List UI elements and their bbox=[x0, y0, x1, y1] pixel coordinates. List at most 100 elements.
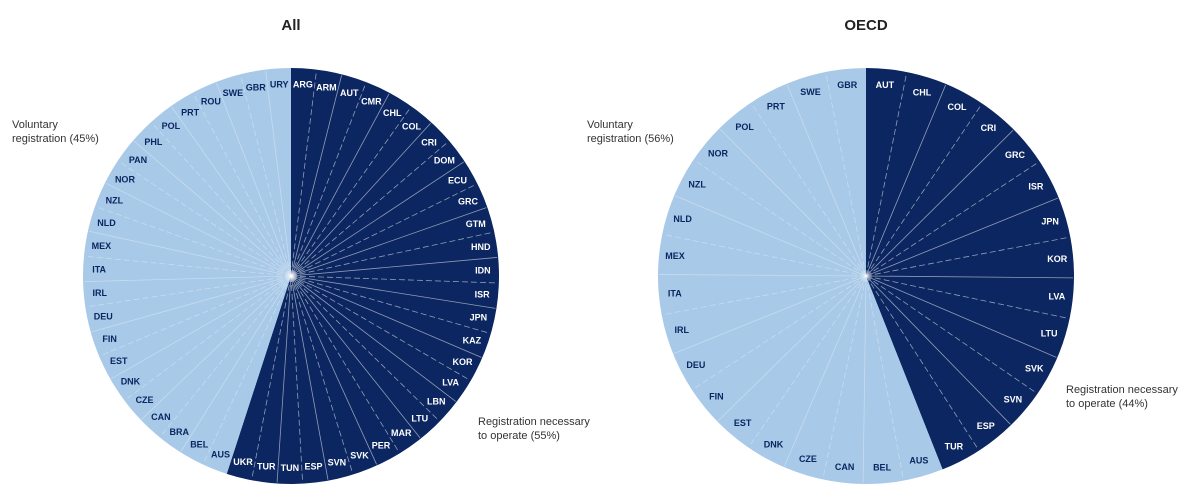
country-label: GTM bbox=[466, 219, 486, 229]
country-label: DNK bbox=[764, 439, 784, 449]
country-divider bbox=[290, 275, 421, 439]
pie-chart-2: OECD AUT CHL COL CRI GRC ISR JPN KOR LVA LTU SVK SVN… bbox=[587, 17, 1178, 484]
country-divider bbox=[694, 159, 867, 277]
pie-slice-necessary bbox=[866, 68, 1074, 470]
country-divider bbox=[151, 122, 292, 277]
country-label: LTU bbox=[411, 413, 428, 423]
country-divider bbox=[290, 275, 482, 358]
country-label: CAN bbox=[835, 462, 855, 472]
country-label: CRI bbox=[981, 123, 997, 133]
country-divider bbox=[290, 275, 471, 381]
country-divider bbox=[91, 275, 292, 333]
country-label: EST bbox=[110, 356, 128, 366]
annotation-necessary: Registration necessary to operate (44%) bbox=[1066, 384, 1178, 410]
country-divider bbox=[105, 182, 292, 277]
country-divider bbox=[290, 75, 342, 277]
country-label: DEU bbox=[686, 360, 705, 370]
country-label: POL bbox=[735, 122, 754, 132]
country-divider bbox=[141, 275, 292, 420]
country-label: NLD bbox=[673, 214, 692, 224]
country-label: LBN bbox=[427, 397, 446, 407]
country-divider bbox=[865, 275, 1057, 358]
country-label: ESP bbox=[977, 421, 995, 431]
country-label: TUN bbox=[281, 463, 300, 473]
country-label: CHL bbox=[383, 108, 402, 118]
country-label: LVA bbox=[442, 378, 459, 388]
country-divider bbox=[865, 130, 1014, 277]
chart-title: All bbox=[281, 17, 300, 34]
country-divider bbox=[825, 72, 867, 277]
country-divider bbox=[118, 160, 292, 277]
country-divider bbox=[133, 140, 292, 277]
country-label: ECU bbox=[448, 175, 467, 185]
country-label: BEL bbox=[190, 440, 209, 450]
country-label: SWE bbox=[223, 88, 244, 98]
country-divider bbox=[251, 275, 292, 480]
country-label: ITA bbox=[668, 288, 682, 298]
country-divider bbox=[290, 275, 400, 453]
country-label: CZE bbox=[799, 454, 817, 464]
country-label: GBR bbox=[837, 80, 858, 90]
country-divider bbox=[675, 195, 867, 277]
country-label: JPN bbox=[470, 313, 488, 323]
country-label: DEU bbox=[94, 311, 113, 321]
country-label: GBR bbox=[246, 82, 267, 92]
country-label: COL bbox=[947, 102, 967, 112]
country-divider bbox=[290, 161, 464, 277]
country-divider bbox=[290, 275, 304, 483]
country-label: PHL bbox=[144, 137, 163, 147]
country-divider bbox=[86, 275, 292, 308]
annotation-necessary: Registration necessary to operate (55%) bbox=[478, 416, 590, 442]
country-divider bbox=[662, 275, 867, 316]
country-label: NOR bbox=[708, 149, 729, 159]
country-divider bbox=[180, 275, 292, 452]
country-divider bbox=[751, 103, 867, 277]
country-divider bbox=[290, 207, 487, 277]
country-label: DNK bbox=[121, 376, 141, 386]
country-divider bbox=[240, 75, 292, 277]
country-divider bbox=[290, 275, 456, 402]
country-label: CRI bbox=[421, 138, 437, 148]
pie-slice-necessary bbox=[226, 68, 499, 484]
country-label: TUR bbox=[945, 442, 964, 452]
country-divider bbox=[290, 231, 494, 277]
country-label: ESP bbox=[305, 462, 323, 472]
country-divider bbox=[865, 275, 1011, 425]
country-label: MEX bbox=[92, 241, 112, 251]
country-label: ITA bbox=[92, 264, 106, 274]
country-divider bbox=[822, 275, 867, 479]
country-divider bbox=[290, 275, 329, 480]
country-label: FIN bbox=[709, 391, 724, 401]
country-label: AUS bbox=[909, 456, 928, 466]
country-label: CMR bbox=[361, 97, 382, 107]
country-divider bbox=[865, 275, 1037, 394]
country-divider bbox=[719, 128, 867, 277]
country-label: SVN bbox=[328, 457, 347, 467]
country-divider bbox=[865, 275, 1073, 279]
country-divider bbox=[290, 275, 496, 309]
country-label: SWE bbox=[800, 87, 821, 97]
country-label: KAZ bbox=[463, 335, 482, 345]
country-label: ARG bbox=[293, 79, 313, 89]
country-label: AUS bbox=[211, 450, 230, 460]
annotation-voluntary: Voluntary registration (45%) bbox=[12, 119, 99, 145]
country-label: ARM bbox=[316, 82, 337, 92]
country-label: DOM bbox=[434, 156, 455, 166]
country-divider bbox=[290, 70, 317, 277]
country-label: IRL bbox=[675, 325, 690, 335]
country-divider bbox=[865, 275, 904, 480]
country-label: PAN bbox=[129, 155, 147, 165]
country-divider bbox=[865, 161, 1039, 277]
country-label: LTU bbox=[1041, 329, 1058, 339]
country-divider bbox=[95, 206, 292, 277]
country-label: NZL bbox=[106, 196, 124, 206]
country-divider bbox=[171, 106, 292, 277]
country-label: KOR bbox=[1047, 254, 1068, 264]
country-divider bbox=[659, 274, 867, 277]
country-divider bbox=[290, 275, 440, 422]
country-divider bbox=[84, 275, 292, 283]
country-label: COL bbox=[402, 122, 422, 132]
country-label: BRA bbox=[169, 427, 189, 437]
